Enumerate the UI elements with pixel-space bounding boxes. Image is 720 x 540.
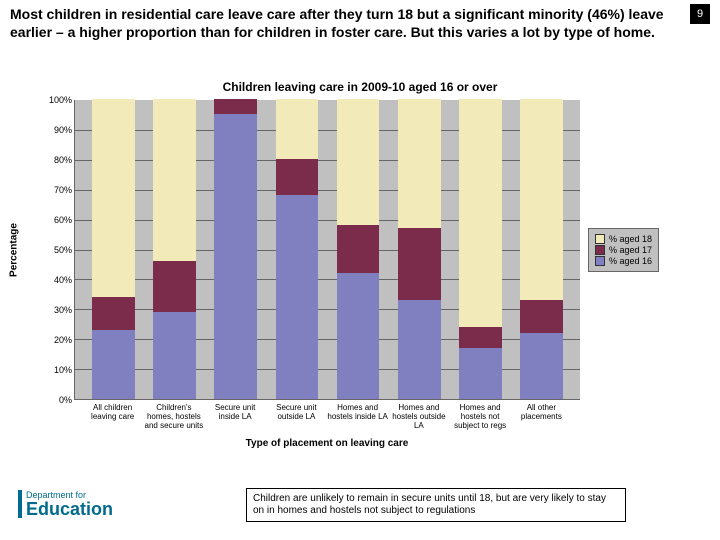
legend-row: % aged 16 <box>595 256 652 266</box>
bar-segment <box>337 99 380 225</box>
bar <box>398 99 441 399</box>
bar <box>520 99 563 399</box>
y-axis: 0%10%20%30%40%50%60%70%80%90%100% <box>40 100 74 400</box>
bar-segment <box>276 195 319 399</box>
x-label: Homes and hostels outside LA <box>388 400 449 430</box>
chart: Children leaving care in 2009-10 aged 16… <box>40 80 680 460</box>
bar-segment <box>520 333 563 399</box>
y-axis-label: Percentage <box>9 223 20 277</box>
bar-segment <box>276 159 319 195</box>
x-label: Homes and hostels not subject to regs <box>450 400 511 430</box>
legend-row: % aged 18 <box>595 234 652 244</box>
bar-segment <box>459 99 502 327</box>
bar-segment <box>398 300 441 399</box>
y-tick: 30% <box>54 305 72 315</box>
logo-bottom-text: Education <box>26 500 113 518</box>
logo-bar-icon <box>18 490 22 518</box>
legend-row: % aged 17 <box>595 245 652 255</box>
y-tick: 20% <box>54 335 72 345</box>
legend-label: % aged 16 <box>609 256 652 266</box>
bar-segment <box>276 99 319 159</box>
x-label: All children leaving care <box>82 400 143 430</box>
bar-segment <box>153 261 196 312</box>
y-tick: 10% <box>54 365 72 375</box>
y-tick: 60% <box>54 215 72 225</box>
plot-wrap: Percentage 0%10%20%30%40%50%60%70%80%90%… <box>40 100 680 400</box>
bar-slot <box>389 100 450 399</box>
bar <box>459 99 502 399</box>
dept-logo: Department for Education <box>18 490 113 518</box>
bar-segment <box>398 228 441 300</box>
y-tick: 40% <box>54 275 72 285</box>
plot-area <box>74 100 580 400</box>
legend-swatch-icon <box>595 245 605 255</box>
bar-segment <box>459 327 502 348</box>
bar-segment <box>214 99 257 114</box>
bar-slot <box>266 100 327 399</box>
x-label: Secure unit outside LA <box>266 400 327 430</box>
bar <box>153 99 196 399</box>
bar <box>337 99 380 399</box>
bar-segment <box>92 330 135 399</box>
x-axis-title: Type of placement on leaving care <box>74 438 580 449</box>
x-label: All other placements <box>511 400 572 430</box>
bar-segment <box>520 99 563 300</box>
bars-container <box>75 100 580 399</box>
bar-segment <box>459 348 502 399</box>
legend-label: % aged 17 <box>609 245 652 255</box>
bar-slot <box>450 100 511 399</box>
bar-segment <box>337 225 380 273</box>
bar-segment <box>398 99 441 228</box>
bar-slot <box>328 100 389 399</box>
x-label: Homes and hostels inside LA <box>327 400 388 430</box>
bar-segment <box>92 297 135 330</box>
bar-slot <box>144 100 205 399</box>
y-tick: 50% <box>54 245 72 255</box>
y-tick: 80% <box>54 155 72 165</box>
bar <box>276 99 319 399</box>
legend-swatch-icon <box>595 256 605 266</box>
legend-label: % aged 18 <box>609 234 652 244</box>
bar-segment <box>337 273 380 399</box>
header-text: Most children in residential care leave … <box>10 6 710 41</box>
chart-title: Children leaving care in 2009-10 aged 16… <box>40 80 680 94</box>
y-tick: 90% <box>54 125 72 135</box>
x-label: Children's homes, hostels and secure uni… <box>143 400 204 430</box>
x-label: Secure unit inside LA <box>205 400 266 430</box>
page-number: 9 <box>690 4 710 24</box>
caption-box: Children are unlikely to remain in secur… <box>246 488 626 522</box>
bar-slot <box>205 100 266 399</box>
bar-slot <box>83 100 144 399</box>
bar-slot <box>511 100 572 399</box>
legend-swatch-icon <box>595 234 605 244</box>
bar <box>214 99 257 399</box>
bar <box>92 99 135 399</box>
slide-header: Most children in residential care leave … <box>0 0 720 43</box>
legend: % aged 18% aged 17% aged 16 <box>588 228 659 272</box>
bar-segment <box>153 99 196 261</box>
bar-segment <box>153 312 196 399</box>
bar-segment <box>92 99 135 297</box>
y-tick: 100% <box>49 95 72 105</box>
y-tick: 0% <box>59 395 72 405</box>
y-tick: 70% <box>54 185 72 195</box>
bar-segment <box>520 300 563 333</box>
bar-segment <box>214 114 257 399</box>
x-axis-labels: All children leaving careChildren's home… <box>74 400 580 430</box>
